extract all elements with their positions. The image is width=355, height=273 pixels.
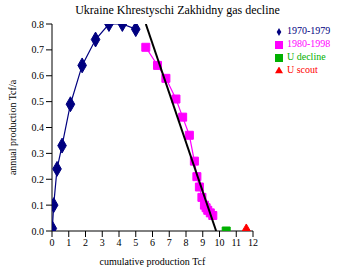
svg-text:0.7: 0.7 bbox=[32, 44, 45, 55]
svg-text:3: 3 bbox=[100, 237, 105, 248]
svg-text:0.4: 0.4 bbox=[32, 122, 45, 133]
svg-text:0.3: 0.3 bbox=[32, 148, 45, 159]
svg-text:0: 0 bbox=[50, 237, 55, 248]
html-text:U decline: U decline bbox=[287, 51, 326, 62]
svg-text:1: 1 bbox=[66, 237, 71, 248]
svg-text:5: 5 bbox=[133, 237, 138, 248]
html-text:1980-1998: 1980-1998 bbox=[287, 38, 331, 49]
svg-text:0.1: 0.1 bbox=[32, 200, 45, 211]
svg-text:6: 6 bbox=[150, 237, 155, 248]
svg-text:9: 9 bbox=[200, 237, 205, 248]
html-text:1970-1979: 1970-1979 bbox=[287, 25, 331, 36]
svg-text:0.5: 0.5 bbox=[32, 96, 45, 107]
svg-text:8: 8 bbox=[184, 237, 189, 248]
svg-text:cumulative production Tcf: cumulative production Tcf bbox=[100, 256, 206, 267]
svg-text:0.2: 0.2 bbox=[32, 174, 45, 185]
svg-text:12: 12 bbox=[248, 237, 258, 248]
svg-text:11: 11 bbox=[231, 237, 241, 248]
svg-text:0.0: 0.0 bbox=[32, 226, 45, 237]
html-text:U scout: U scout bbox=[287, 64, 318, 75]
svg-text:7: 7 bbox=[167, 237, 172, 248]
svg-text:0.8: 0.8 bbox=[32, 19, 45, 30]
svg-text:4: 4 bbox=[117, 237, 122, 248]
svg-text:10: 10 bbox=[215, 237, 225, 248]
svg-text:annual production Tcf/a: annual production Tcf/a bbox=[8, 79, 18, 175]
html-text:Ukraine Khrestyschi Zakhidny g: Ukraine Khrestyschi Zakhidny gas decline bbox=[75, 3, 280, 17]
svg-text:0.6: 0.6 bbox=[32, 70, 45, 81]
svg-text:2: 2 bbox=[83, 237, 88, 248]
